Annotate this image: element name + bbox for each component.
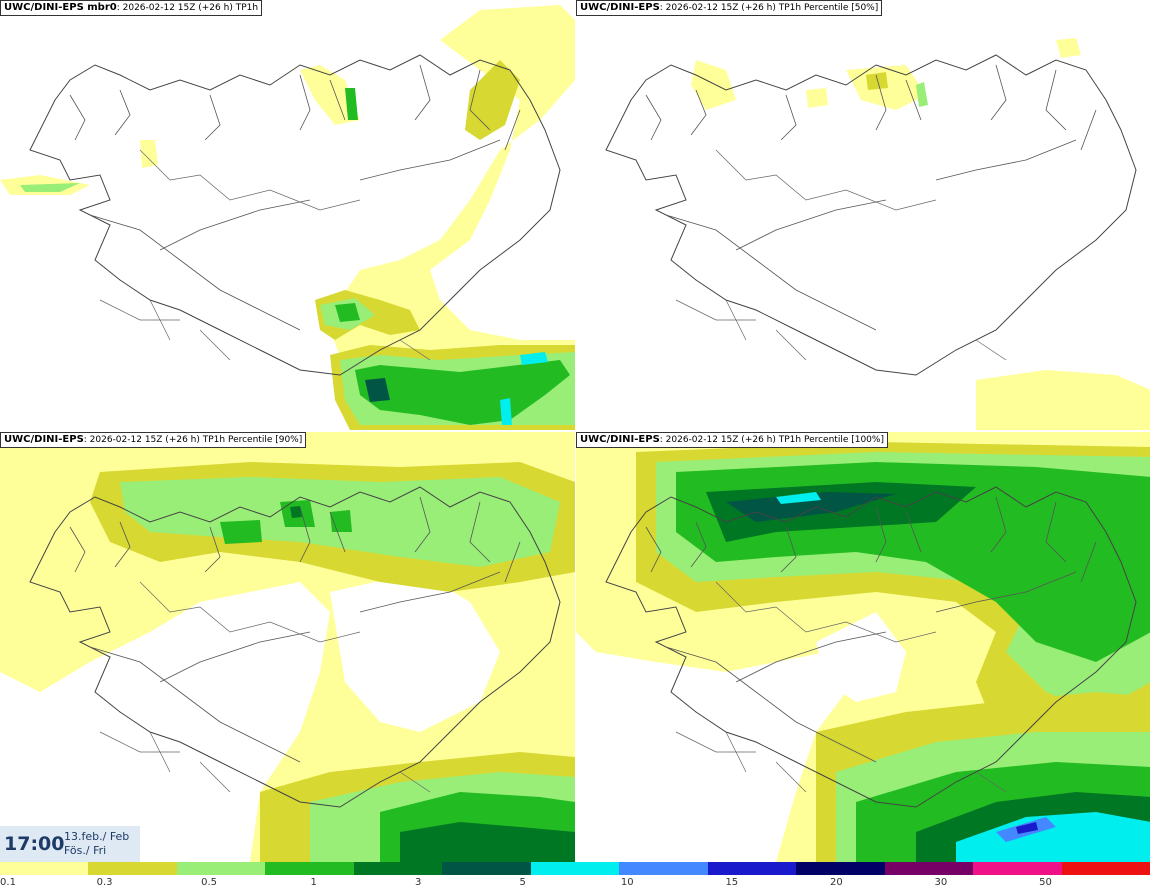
legend-tick-label: 30	[934, 877, 948, 888]
valid-time: 17:00	[4, 833, 65, 855]
legend-swatch	[530, 862, 620, 875]
legend-tick-label: 0.3	[96, 877, 113, 888]
valid-date: 13.feb./ Feb	[64, 830, 130, 843]
precip-map-p50	[605, 38, 1150, 430]
valid-time-box: 17:00 13.feb./ Feb Fös./ Fri	[0, 826, 140, 862]
legend-swatch	[619, 862, 708, 875]
map-panel-p90: UWC/DINI-EPS: 2026-02-12 15Z (+26 h) TP1…	[0, 432, 575, 862]
legend-swatch	[796, 862, 885, 875]
run-info: : 2026-02-12 15Z (+26 h) TP1h Percentile…	[83, 435, 303, 445]
legend-tick-label: 15	[725, 877, 739, 888]
panel-title: UWC/DINI-EPS: 2026-02-12 15Z (+26 h) TP1…	[576, 432, 888, 448]
legend-tick-label: 5	[519, 877, 526, 888]
model-name: UWC/DINI-EPS mbr0	[4, 2, 117, 13]
valid-weekday: Fös./ Fri	[64, 844, 107, 857]
precip-map-mbr0	[0, 5, 575, 430]
model-name: UWC/DINI-EPS	[580, 2, 660, 13]
run-info: : 2026-02-12 15Z (+26 h) TP1h Percentile…	[659, 3, 879, 13]
legend-swatches	[0, 862, 1150, 875]
legend-swatch	[265, 862, 354, 875]
legend-swatch	[1061, 862, 1150, 875]
precip-color-legend: 0.1 0.3 0.5 1 3 5 10 15 20 30 50	[0, 862, 1150, 891]
panel-title: UWC/DINI-EPS: 2026-02-12 15Z (+26 h) TP1…	[576, 0, 883, 16]
legend-tick-label: 1	[310, 877, 317, 888]
legend-swatch	[884, 862, 974, 875]
model-name: UWC/DINI-EPS	[4, 434, 84, 445]
legend-swatch	[442, 862, 531, 875]
valid-date-block: 13.feb./ Feb Fös./ Fri	[64, 830, 129, 858]
legend-swatch	[0, 862, 89, 875]
map-panel-p50: UWC/DINI-EPS: 2026-02-12 15Z (+26 h) TP1…	[576, 0, 1150, 430]
legend-swatch	[353, 862, 443, 875]
panel-title: UWC/DINI-EPS mbr0: 2026-02-12 15Z (+26 h…	[0, 0, 263, 16]
run-info: : 2026-02-12 15Z (+26 h) TP1h Percentile…	[659, 435, 884, 445]
legend-swatch	[88, 862, 177, 875]
map-panel-p100: UWC/DINI-EPS: 2026-02-12 15Z (+26 h) TP1…	[576, 432, 1150, 862]
legend-tick-label: 3	[414, 877, 422, 888]
run-info: : 2026-02-12 15Z (+26 h) TP1h	[116, 3, 259, 13]
precip-map-p90	[0, 432, 575, 862]
legend-tick-label: 20	[829, 877, 843, 888]
legend-tick-label: 50	[1039, 877, 1052, 888]
legend-swatch	[176, 862, 266, 875]
panel-title: UWC/DINI-EPS: 2026-02-12 15Z (+26 h) TP1…	[0, 432, 307, 448]
legend-swatch	[707, 862, 797, 875]
legend-tick-label: 0.1	[0, 877, 16, 888]
legend-tick-label: 10	[620, 877, 634, 888]
legend-tick-label: 0.5	[201, 877, 218, 888]
panel-divider-horizontal	[0, 430, 1150, 432]
map-panel-mbr0: UWC/DINI-EPS mbr0: 2026-02-12 15Z (+26 h…	[0, 0, 575, 430]
model-name: UWC/DINI-EPS	[580, 434, 660, 445]
legend-swatch	[973, 862, 1062, 875]
precip-map-p100	[576, 432, 1150, 862]
